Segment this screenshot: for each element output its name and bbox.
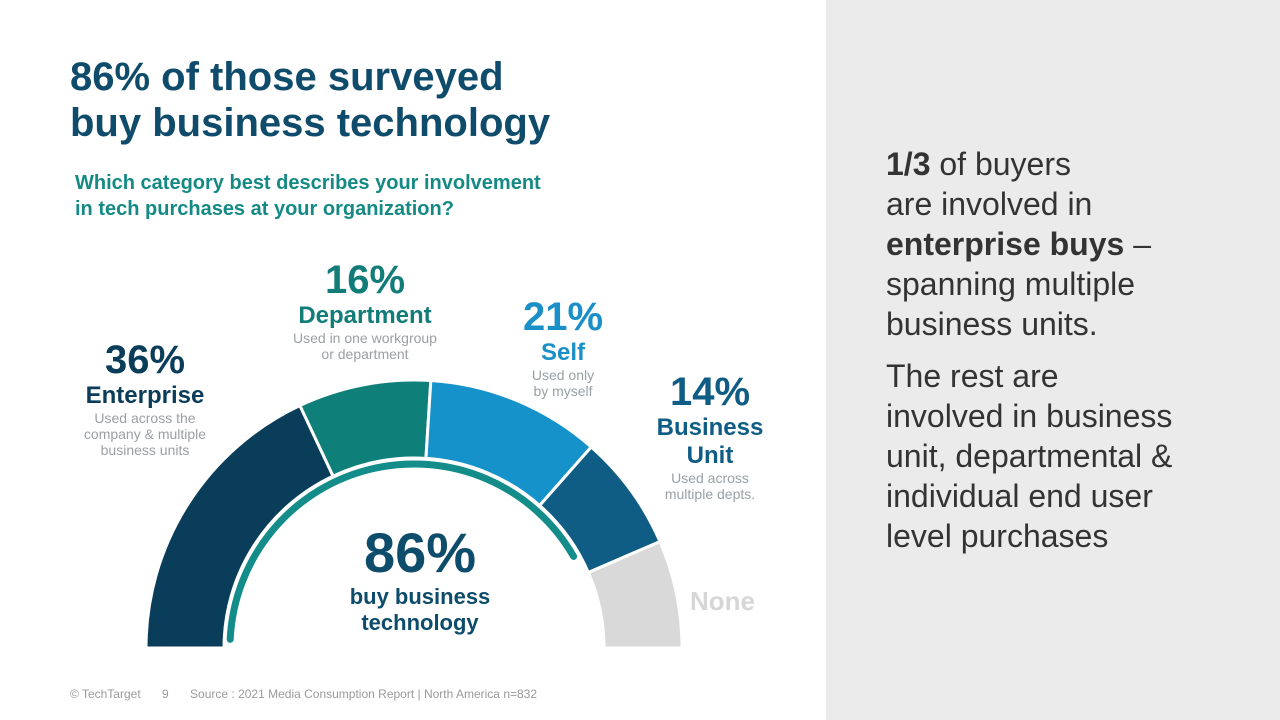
label-enterprise: 36% Enterprise Used across the company &…: [60, 338, 230, 458]
department-desc-2: or department: [321, 346, 409, 362]
enterprise-desc-2: company & multiple: [83, 426, 207, 442]
buy-share-arc: [226, 460, 578, 643]
insight-line-1: 1/3 of buyers: [886, 144, 1256, 184]
department-desc-1: Used in one workgroup: [293, 330, 437, 346]
segment-none: [586, 539, 684, 650]
title-line-2: buy business technology: [70, 101, 551, 145]
self-name: Self: [540, 339, 585, 366]
label-none: None: [690, 586, 755, 616]
footer-copyright: © TechTarget: [70, 687, 141, 701]
page-title: 86% of those surveyed buy business techn…: [70, 54, 770, 146]
insight-line-3: enterprise buys –: [886, 224, 1256, 264]
business-unit-name-2: Unit: [686, 442, 734, 469]
insight-line-6: The rest are: [886, 358, 1059, 394]
business-unit-desc-2: multiple depts.: [664, 486, 756, 502]
label-business-unit: 14% Business Unit Used across multiple d…: [640, 370, 780, 502]
total-buyers-stat: 86% buy business technology: [300, 522, 540, 636]
insight-line-2: are involved in: [886, 186, 1093, 222]
total-buyers-pct: 86%: [363, 521, 477, 584]
title-line-1: 86% of those surveyed: [70, 55, 504, 99]
label-self: 21% Self Used only by myself: [498, 295, 628, 399]
right-panel: [826, 0, 1280, 720]
insight-line-10: level purchases: [886, 518, 1109, 554]
insight-dash: –: [1124, 226, 1151, 262]
gauge-chart: [144, 378, 684, 650]
total-buyers-caption-2: technology: [361, 610, 479, 635]
insight-line-5: business units.: [886, 306, 1098, 342]
footer-source: Source : 2021 Media Consumption Report |…: [190, 687, 538, 701]
insight-fraction: 1/3: [886, 146, 931, 182]
enterprise-desc-1: Used across the: [94, 410, 196, 426]
business-unit-name-1: Business: [656, 414, 764, 441]
total-buyers-caption-1: buy business: [349, 584, 491, 609]
business-unit-desc-1: Used across: [671, 470, 749, 486]
self-desc-2: by myself: [533, 383, 593, 399]
survey-question: Which category best describes your invol…: [75, 170, 675, 222]
enterprise-pct: 36%: [104, 338, 186, 382]
self-desc-1: Used only: [531, 367, 595, 383]
question-line-1: Which category best describes your invol…: [75, 172, 541, 194]
insight-line-8: unit, departmental &: [886, 438, 1173, 474]
insight-line-7: involved in business: [886, 398, 1173, 434]
enterprise-desc-3: business units: [100, 442, 190, 458]
insight-line-4: spanning multiple: [886, 266, 1136, 302]
insight-line-1-rest: of buyers: [930, 146, 1071, 182]
question-line-2: in tech purchases at your organization?: [75, 198, 454, 220]
department-pct: 16%: [324, 258, 406, 302]
insight-paragraph-2: The rest are involved in business unit, …: [886, 356, 1256, 556]
insight-line-9: individual end user: [886, 478, 1153, 514]
insight-enterprise-buys: enterprise buys: [886, 226, 1125, 262]
department-name: Department: [298, 302, 432, 329]
business-unit-pct: 14%: [669, 370, 751, 414]
self-pct: 21%: [522, 295, 604, 339]
enterprise-name: Enterprise: [85, 382, 205, 409]
label-department: 16% Department Used in one workgroup or …: [270, 258, 460, 362]
footer-page-number: 9: [162, 687, 169, 701]
footer: © TechTarget 9 Source : 2021 Media Consu…: [70, 687, 555, 701]
insight-text: 1/3 of buyers are involved in enterprise…: [886, 144, 1256, 568]
insight-paragraph-1: 1/3 of buyers are involved in enterprise…: [886, 144, 1256, 344]
